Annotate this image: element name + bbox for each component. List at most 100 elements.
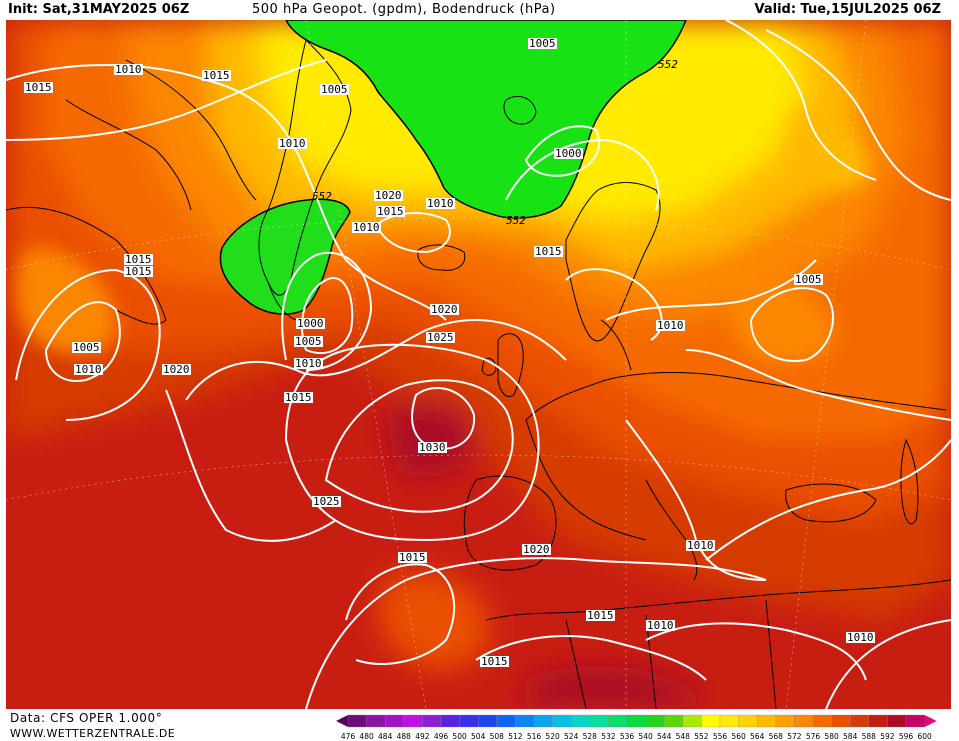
isobar-label: 1010 [656,319,685,332]
isobar-label: 1010 [686,539,715,552]
legend-arrow-high [924,715,937,727]
legend-tick-label: 564 [750,732,765,741]
legend-swatch [552,714,572,728]
legend-tick-label: 520 [545,732,560,741]
isobar-label: 1015 [202,69,231,82]
legend-swatch [664,714,683,728]
map-footer: Data: CFS OPER 1.000° WWW.WETTERZENTRALE… [0,709,959,741]
legend-swatch [626,714,646,728]
contour-label: 552 [658,58,678,71]
isobar-label: 1015 [480,655,509,668]
legend-swatch [478,714,497,728]
legend-swatch [775,714,795,728]
legend-swatch [738,714,758,728]
isobar-label: 1010 [278,137,307,150]
legend-tick-label: 556 [713,732,728,741]
legend-swatch [850,714,869,728]
isobar-label: 1020 [374,189,403,202]
legend-swatch [812,714,832,728]
data-source-label: Data: CFS OPER 1.000° [10,711,163,725]
isobar-label: 1005 [528,37,557,50]
legend-swatch [422,714,442,728]
legend-tick-label: 600 [917,732,932,741]
isobar-label: 1025 [312,495,341,508]
isobar-label: 1005 [794,273,823,286]
legend-swatch [403,714,423,728]
legend-arrow-low [336,715,348,727]
isobar-label: 1010 [294,357,323,370]
legend-swatch [682,714,702,728]
legend-swatch [533,714,553,728]
isobar-label: 1010 [846,631,875,644]
isobars [6,20,951,709]
legend-swatch [701,714,721,728]
isobar-label: 1005 [72,341,101,354]
isobar-label: 1030 [418,441,447,454]
isobar-label: 1010 [646,619,675,632]
legend-tick-label: 588 [862,732,877,741]
legend-swatch [515,714,535,728]
legend-tick-label: 512 [508,732,523,741]
legend-swatch [887,714,907,728]
contour-label: 552 [312,190,332,203]
init-time-label: Init: Sat,31MAY2025 06Z [8,2,190,17]
legend-tick-label: 504 [471,732,486,741]
contour-552-labels: 552 552 552 [312,58,678,227]
isobar-label: 1010 [352,221,381,234]
coastlines [6,39,951,709]
isobar-label: 1010 [74,363,103,376]
isobar-label: 1005 [320,83,349,96]
legend-swatch [608,714,628,728]
legend-tick-label: 484 [378,732,393,741]
legend-tick-label: 532 [601,732,616,741]
legend-swatch [366,714,386,728]
isobar-label: 1020 [522,543,551,556]
isobar-label: 1020 [162,363,191,376]
legend-tick-label: 580 [824,732,839,741]
color-legend: 476 480 484 488 492 496 500 504 508 512 516 520 524 5… [336,714,937,741]
legend-tick-label: 576 [806,732,821,741]
legend-tick-label: 488 [397,732,412,741]
legend-swatch [440,714,460,728]
legend-tick-label: 572 [787,732,802,741]
legend-tick-label: 476 [341,732,356,741]
website-label: WWW.WETTERZENTRALE.DE [10,727,176,740]
weather-map: 552 552 552 1015 1010 1015 1005 1010 1005 1000… [6,20,951,709]
legend-swatch [347,714,367,728]
legend-swatch [868,714,888,728]
valid-time-label: Valid: Tue,15JUL2025 06Z [754,2,941,17]
isobar-label: 1015 [586,609,615,622]
lat-lon-grid [6,20,951,709]
legend-tick-label: 560 [731,732,746,741]
isobar-label: 1020 [430,303,459,316]
legend-tick-label: 548 [676,732,691,741]
legend-swatch [385,714,404,728]
legend-swatch [459,714,479,728]
legend-swatch [645,714,665,728]
legend-tick-label: 568 [769,732,784,741]
isobar-label: 1025 [426,331,455,344]
product-title: 500 hPa Geopot. (gpdm), Bodendruck (hPa) [252,2,556,17]
isobar-label: 1015 [284,391,313,404]
legend-tick-label: 508 [490,732,505,741]
legend-tick-label: 544 [657,732,672,741]
legend-tick-label: 540 [638,732,653,741]
contour-label: 552 [506,214,526,227]
isobar-label: 1010 [426,197,455,210]
isobar-label: 1015 [376,205,405,218]
isobar-label: 1015 [124,265,153,278]
legend-swatch [571,714,590,728]
isobar-label: 1015 [24,81,53,94]
legend-tick-label: 516 [527,732,542,741]
legend-swatch [719,714,739,728]
isobar-label: 1015 [534,245,563,258]
legend-tick-label: 496 [434,732,449,741]
legend-swatch [831,714,851,728]
legend-swatch [589,714,609,728]
isobar-label: 1010 [114,63,143,76]
legend-swatch [757,714,776,728]
isobar-label: 1015 [398,551,427,564]
legend-swatch [496,714,516,728]
legend-swatch [794,714,814,728]
legend-tick-label: 500 [452,732,467,741]
